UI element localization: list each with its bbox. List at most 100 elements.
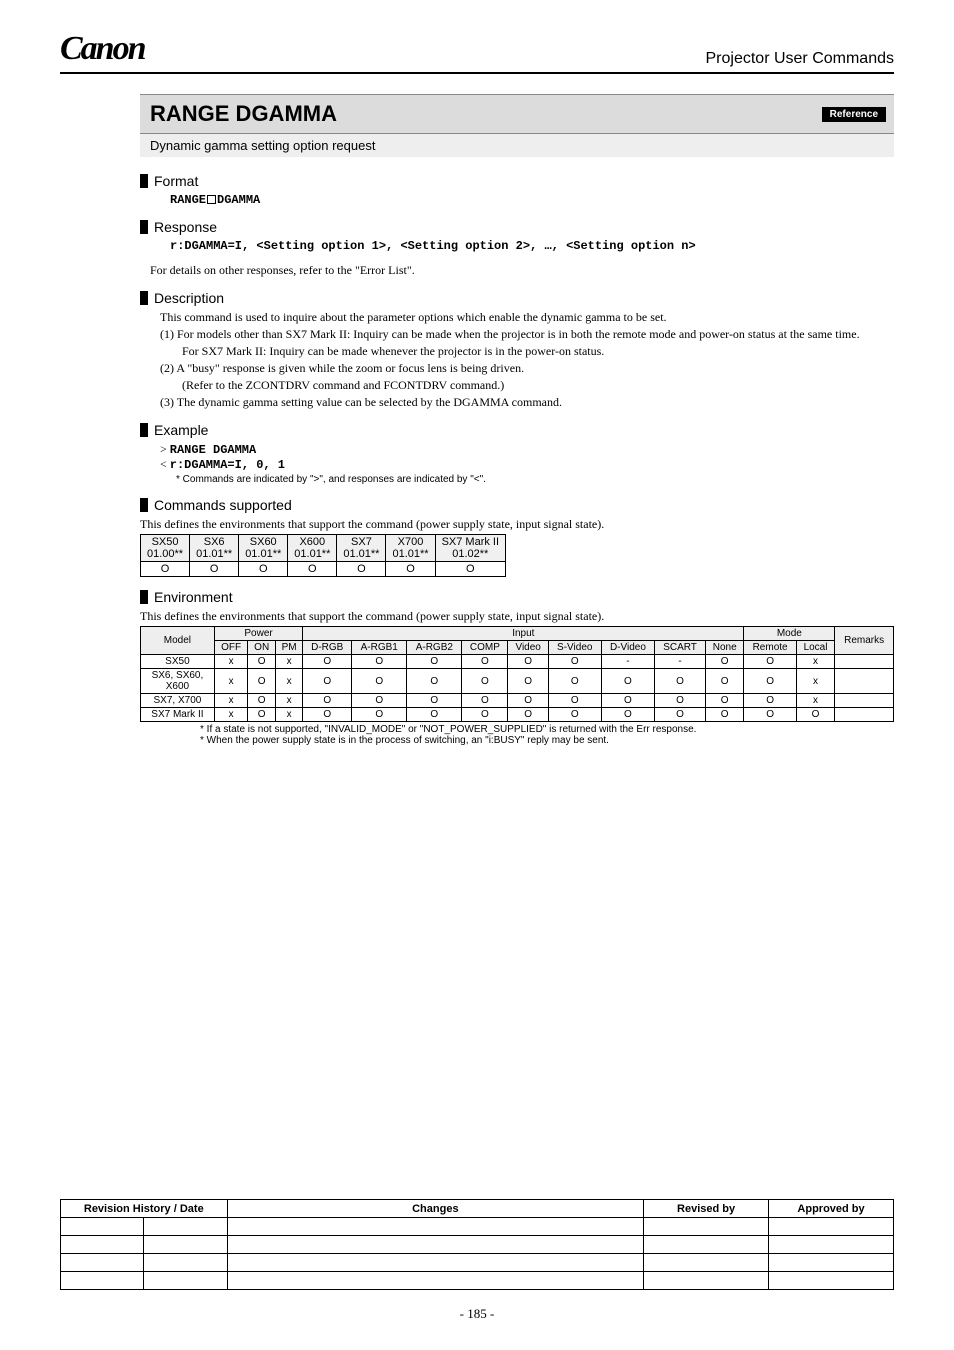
commands-supported-intro: This defines the environments that suppo… [140,517,894,532]
env-model-cell: SX6, SX60,X600 [141,669,215,694]
env-subhead: A-RGB2 [407,641,462,655]
description-section: Description This command is used to inqu… [140,290,894,410]
env-cell: O [796,708,835,722]
space-box-icon [207,195,216,204]
example-note: * Commands are indicated by ">", and res… [176,474,894,485]
env-cell: O [352,694,407,708]
env-model-cell: SX50 [141,655,215,669]
rev-cell [144,1254,227,1272]
footnote: * If a state is not supported, "INVALID_… [200,724,894,735]
cmdsup-model-val: O [239,562,288,577]
env-cell: O [705,655,744,669]
env-cell: O [705,669,744,694]
env-subhead: ON [248,641,275,655]
env-cell: O [744,655,796,669]
env-cell: O [601,669,655,694]
env-cell: O [303,694,352,708]
response-heading-text: Response [154,219,217,235]
rev-cell [61,1272,144,1290]
env-cell: O [548,694,601,708]
env-cell: x [214,694,248,708]
table-row [61,1218,894,1236]
env-subhead: S-Video [548,641,601,655]
response-note: For details on other responses, refer to… [150,263,894,278]
rev-cell [61,1254,144,1272]
rev-cell [144,1236,227,1254]
rev-cell [144,1218,227,1236]
rev-cell [769,1236,894,1254]
doc-title: Projector User Commands [706,50,895,68]
env-cell: x [275,655,302,669]
env-cell: x [275,669,302,694]
cmdsup-model-val: O [337,562,386,577]
section-marker [140,220,148,234]
rev-col-approvedby: Approved by [769,1200,894,1218]
example-heading: Example [140,422,894,438]
rev-cell [644,1236,769,1254]
footnote: * When the power supply state is in the … [200,735,894,746]
commands-supported-heading-text: Commands supported [154,497,292,513]
table-row [61,1272,894,1290]
table-row: SX50xOxOOOOOO--OOx [141,655,894,669]
table-row: SX7 Mark IIxOxOOOOOOOOOOO [141,708,894,722]
env-cell: O [744,694,796,708]
description-intro: This command is used to inquire about th… [160,310,894,325]
env-cell: O [705,694,744,708]
description-item: (3) The dynamic gamma setting value can … [160,395,894,410]
cmdsup-model-val: O [386,562,435,577]
env-remarks-cell [835,708,894,722]
env-col-remarks: Remarks [835,627,894,655]
env-cell: O [548,708,601,722]
env-cell: O [655,669,706,694]
environment-section: Environment This defines the environment… [140,589,894,746]
format-heading-text: Format [154,173,198,189]
canon-logo: Canon [60,30,145,68]
table-row [61,1254,894,1272]
env-cell: x [796,694,835,708]
cmdsup-model-head: SX601.01** [190,535,239,562]
env-cell: x [214,655,248,669]
format-code-left: RANGE [170,193,206,207]
env-remarks-cell [835,655,894,669]
env-cell: x [214,669,248,694]
env-cell: O [744,708,796,722]
env-subhead: PM [275,641,302,655]
env-cell: O [744,669,796,694]
env-cell: x [214,708,248,722]
rev-cell [644,1218,769,1236]
description-heading-text: Description [154,290,224,306]
rev-cell [61,1236,144,1254]
env-cell: O [303,655,352,669]
table-row: SX7, X700xOxOOOOOOOOOOx [141,694,894,708]
cmdsup-model-val: O [190,562,239,577]
format-section: Format RANGEDGAMMA [140,173,894,207]
description-item: For SX7 Mark II: Inquiry can be made whe… [182,344,894,359]
example-send: > RANGE DGAMMA [160,442,894,457]
env-subhead: D-RGB [303,641,352,655]
cmdsup-model-head: SX5001.00** [141,535,190,562]
rev-cell [144,1272,227,1290]
rev-cell [227,1254,644,1272]
env-cell: O [352,655,407,669]
revision-table: Revision History / Date Changes Revised … [60,1199,894,1290]
env-subhead: Local [796,641,835,655]
description-heading: Description [140,290,894,306]
cmdsup-model-head: X70001.01** [386,535,435,562]
page-number: - 185 - [0,1306,954,1322]
env-col-model: Model [141,627,215,655]
env-cell: O [601,708,655,722]
example-recv: < r:DGAMMA=I, 0, 1 [160,457,894,472]
env-subhead: Remote [744,641,796,655]
commands-supported-section: Commands supported This defines the envi… [140,497,894,577]
description-item: (2) A "busy" response is given while the… [160,361,894,376]
env-cell: x [796,669,835,694]
env-cell: O [303,708,352,722]
env-cell: - [655,655,706,669]
section-marker [140,498,148,512]
section-marker [140,423,148,437]
env-cell: O [352,708,407,722]
rev-cell [769,1218,894,1236]
format-code: RANGEDGAMMA [170,193,894,207]
rev-cell [227,1218,644,1236]
rev-cell [61,1218,144,1236]
